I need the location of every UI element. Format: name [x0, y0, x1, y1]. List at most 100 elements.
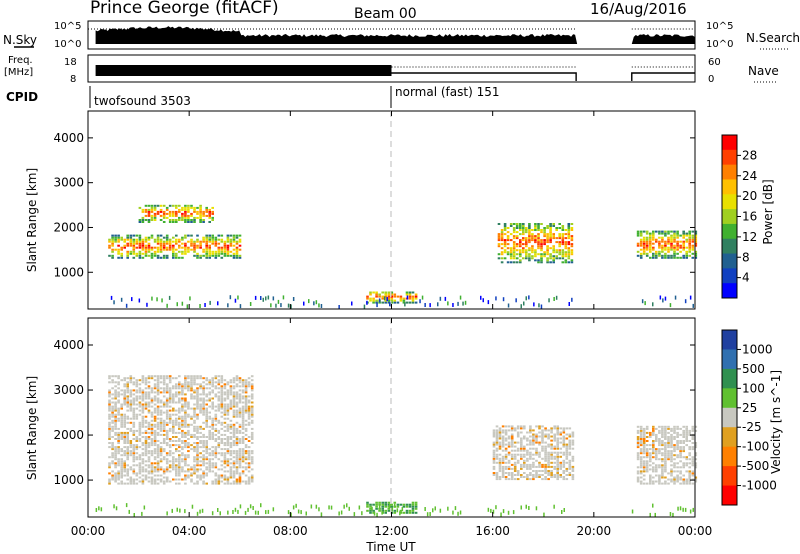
heatmap-cell — [129, 452, 133, 455]
heatmap-cell — [516, 453, 520, 456]
heatmap-cell — [184, 204, 187, 207]
heatmap-cell — [540, 249, 543, 252]
heatmap-cell — [223, 403, 227, 406]
heatmap-cell — [117, 440, 120, 442]
heatmap-cell — [132, 431, 136, 434]
heatmap-cell — [562, 445, 566, 448]
heatmap-cell — [509, 253, 513, 256]
heatmap-cell — [181, 216, 184, 219]
heatmap-cell — [229, 238, 233, 241]
heatmap-cell — [117, 411, 120, 414]
heatmap-cell — [670, 438, 673, 440]
heatmap-cell — [187, 454, 190, 457]
heatmap-cell — [516, 425, 520, 428]
heatmap-cell — [226, 452, 230, 455]
heatmap-cell — [540, 239, 543, 242]
heatmap-cell — [217, 458, 221, 461]
heatmap-cell — [193, 466, 196, 469]
heatmap-cell — [250, 442, 254, 444]
heatmap-cell — [223, 429, 227, 432]
heatmap-cell — [673, 232, 676, 235]
heatmap-cell — [187, 413, 190, 416]
freq-tick-bottom: 8 — [70, 74, 76, 85]
heatmap-cell — [168, 419, 172, 422]
heatmap-cell — [229, 389, 233, 392]
y-tick-label: 1000 — [53, 265, 84, 279]
heatmap-cell — [664, 460, 667, 463]
heatmap-cell — [129, 409, 133, 412]
heatmap-cell — [184, 399, 187, 402]
heatmap-cell — [238, 411, 242, 414]
heatmap-cell — [175, 478, 178, 481]
heatmap-cell — [550, 457, 553, 460]
heatmap-cell — [535, 451, 538, 454]
heatmap-cell — [540, 257, 543, 260]
heatmap-cell — [247, 405, 251, 408]
heatmap-cell — [175, 472, 178, 475]
heatmap-cell — [223, 246, 227, 249]
heatmap-cell — [190, 379, 193, 382]
heatmap-cell — [405, 505, 409, 508]
heatmap-cell — [674, 295, 677, 300]
heatmap-cell — [114, 236, 117, 239]
heatmap-cell — [682, 433, 685, 436]
heatmap-cell — [138, 234, 142, 237]
heatmap-cell — [552, 223, 555, 225]
heatmap-cell — [193, 403, 196, 406]
heatmap-cell — [132, 454, 136, 457]
heatmap-cell — [555, 249, 558, 252]
heatmap-cell — [223, 391, 227, 394]
heatmap-cell — [549, 261, 552, 264]
heatmap-cell — [244, 419, 248, 422]
heatmap-cell — [564, 237, 568, 240]
heatmap-cell — [568, 435, 572, 438]
heatmap-cell — [199, 377, 202, 380]
heatmap-cell — [658, 448, 661, 451]
heatmap-cell — [217, 407, 221, 410]
heatmap-cell — [534, 227, 537, 229]
heatmap-cell — [220, 399, 224, 402]
heatmap-cell — [196, 511, 199, 516]
heatmap-cell — [682, 436, 685, 438]
heatmap-cell — [138, 221, 142, 223]
heatmap-cell — [165, 391, 169, 394]
heatmap-cell — [673, 244, 676, 247]
heatmap-cell — [556, 461, 559, 464]
heatmap-cell — [498, 435, 502, 438]
heatmap-cell — [546, 237, 549, 240]
heatmap-cell — [165, 423, 169, 426]
heatmap-cell — [159, 413, 163, 416]
heatmap-cell — [129, 468, 133, 471]
heatmap-cell — [150, 429, 154, 432]
heatmap-cell — [564, 247, 568, 250]
heatmap-cell — [535, 425, 538, 428]
heatmap-cell — [132, 433, 136, 436]
heatmap-cell — [679, 256, 682, 259]
heatmap-cell — [649, 234, 652, 237]
heatmap-cell — [250, 379, 254, 382]
heatmap-cell — [196, 476, 199, 479]
heatmap-cell — [661, 440, 664, 442]
heatmap-cell — [535, 449, 538, 452]
heatmap-cell — [165, 476, 169, 479]
heatmap-cell — [190, 377, 193, 380]
heatmap-cell — [238, 238, 242, 241]
heatmap-cell — [235, 468, 239, 471]
heatmap-cell — [244, 433, 248, 436]
heatmap-cell — [658, 431, 661, 434]
heatmap-cell — [546, 245, 549, 248]
heatmap-cell — [126, 478, 129, 481]
heatmap-cell — [562, 459, 566, 462]
heatmap-cell — [172, 425, 175, 428]
heatmap-cell — [162, 423, 166, 426]
heatmap-cell — [208, 438, 211, 440]
heatmap-cell — [655, 450, 658, 453]
heatmap-cell — [235, 242, 239, 245]
heatmap-cell — [178, 466, 181, 469]
heatmap-cell — [144, 415, 148, 418]
heatmap-cell — [165, 212, 169, 215]
heatmap-cell — [226, 248, 230, 251]
heatmap-cell — [549, 233, 552, 236]
heatmap-cell — [187, 210, 190, 213]
heatmap-cell — [241, 381, 245, 384]
